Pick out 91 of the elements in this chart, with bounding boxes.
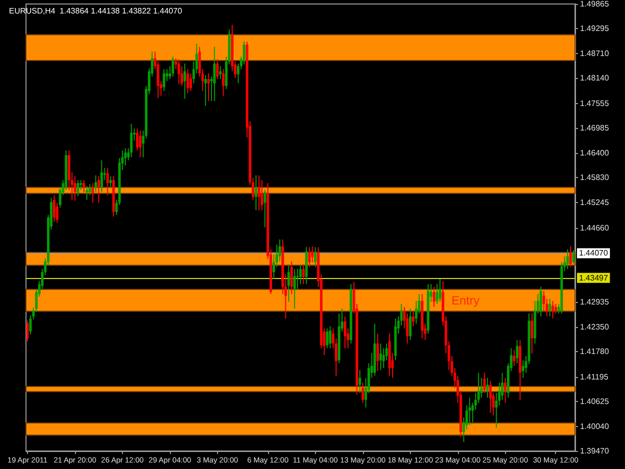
ref-line-label: 1.43497 [579,273,608,282]
candlestick [82,180,86,193]
candlestick [76,180,80,196]
candlestick [219,66,222,80]
candlestick [207,72,210,102]
candlestick [260,180,264,211]
candlestick [516,340,518,364]
candlestick [548,298,552,317]
candlestick [308,246,311,268]
y-tick-label: 1.41195 [580,372,609,382]
candlestick [254,174,258,211]
candlestick [130,123,133,158]
candlestick [540,286,542,317]
candlestick [483,372,486,394]
candlestick [287,264,290,302]
candlestick [293,268,296,310]
candlestick [264,189,266,228]
candlestick [139,130,142,158]
y-tick-label: 1.46985 [580,123,610,132]
y-tick-label: 1.44660 [580,223,610,232]
candlestick [290,260,293,295]
candlestick [438,278,442,302]
candlestick [554,303,557,314]
candlestick [409,308,412,341]
ref-line-label: 1.44070 [579,248,608,258]
candlestick [88,183,92,196]
y-tick-label: 1.49295 [580,24,610,34]
y-tick-label: 1.39470 [580,446,610,456]
candlestick [572,250,575,264]
candlestick [311,246,314,263]
candlestick [296,268,299,290]
candlestick [124,148,127,166]
candlestick [186,68,189,94]
candlestick [97,176,100,204]
candlestick [379,342,382,371]
y-tick-label: 1.48710 [580,49,610,58]
candlestick [512,349,516,366]
candlestick [326,328,328,349]
y-tick-label: 1.45245 [580,198,610,208]
candlestick [213,46,216,102]
candlestick [302,264,305,285]
y-tick-label: 1.48140 [580,74,610,83]
candlestick [74,176,76,202]
candlestick [358,370,362,394]
candlestick [328,326,332,349]
y-tick-label: 1.47555 [580,98,610,108]
y-tick-label: 1.46400 [580,148,610,158]
candlestick [26,320,29,342]
candlestick [204,74,207,106]
y-tick-label: 1.45830 [580,173,610,182]
candlestick [172,56,174,77]
candlestick [504,377,507,404]
y-tick-label: 1.40040 [580,422,610,431]
candlestick [222,68,225,96]
candlestick [569,246,572,268]
band-label: Entry [451,293,480,308]
candlestick [106,168,109,196]
candlestick [432,286,436,308]
candlestick [314,246,317,268]
y-tick-label: 1.49865 [580,0,610,8]
candlestick [86,186,88,200]
candlestick [189,72,192,92]
candlestick [344,316,346,349]
candlestick [242,41,246,65]
candlestick [530,312,534,354]
candlestick [382,348,385,369]
candlestick [216,58,219,80]
candlestick [80,180,82,190]
candlestick [299,264,302,285]
candlestick [489,380,492,414]
candlestick [362,382,364,404]
candlestick [486,377,489,398]
candlestick [412,310,415,327]
candlestick [468,397,471,426]
candlestick [178,58,180,85]
candlestick [184,63,186,100]
candlestick [376,333,379,372]
candlestick [109,176,112,188]
candlestick [258,174,260,211]
y-tick-label: 1.42350 [580,322,610,332]
y-tick-label: 1.40625 [580,396,610,406]
candlestick [100,160,103,193]
y-tick-label: 1.42935 [580,298,610,306]
candlestick [522,360,524,378]
candlestick [92,182,94,204]
candlestick [52,194,56,222]
candlestick [566,248,569,270]
candlestick [94,174,97,193]
y-tick-label: 1.41780 [580,347,610,356]
candlestick [551,300,554,320]
candlestick [162,68,166,92]
